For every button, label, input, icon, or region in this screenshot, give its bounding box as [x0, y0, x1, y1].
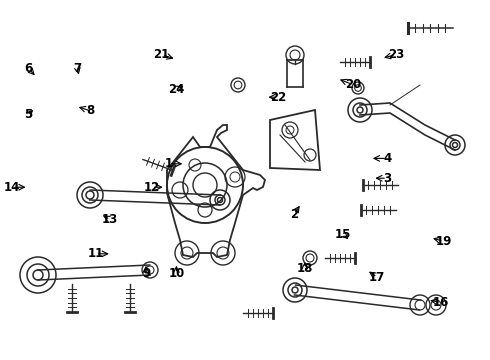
- Text: 14: 14: [4, 181, 21, 194]
- Text: 21: 21: [153, 48, 170, 61]
- Text: 3: 3: [383, 172, 391, 185]
- Text: 20: 20: [344, 78, 361, 91]
- Text: 19: 19: [435, 235, 452, 248]
- Text: 10: 10: [168, 267, 185, 280]
- Text: 8: 8: [87, 104, 95, 117]
- Text: 16: 16: [433, 296, 449, 309]
- Text: 22: 22: [270, 91, 287, 104]
- Text: 18: 18: [296, 262, 313, 275]
- Text: 23: 23: [388, 48, 404, 61]
- Text: 2: 2: [290, 208, 298, 221]
- Text: 4: 4: [383, 152, 391, 165]
- Text: 24: 24: [168, 83, 185, 96]
- Text: 9: 9: [142, 267, 150, 280]
- Text: 11: 11: [87, 247, 104, 260]
- Text: 17: 17: [369, 271, 386, 284]
- Text: 1: 1: [165, 157, 173, 170]
- Text: 15: 15: [335, 228, 351, 240]
- Text: 7: 7: [74, 62, 81, 75]
- Text: 5: 5: [24, 108, 32, 121]
- Text: 12: 12: [144, 181, 160, 194]
- Text: 6: 6: [24, 62, 32, 75]
- Text: 13: 13: [102, 213, 119, 226]
